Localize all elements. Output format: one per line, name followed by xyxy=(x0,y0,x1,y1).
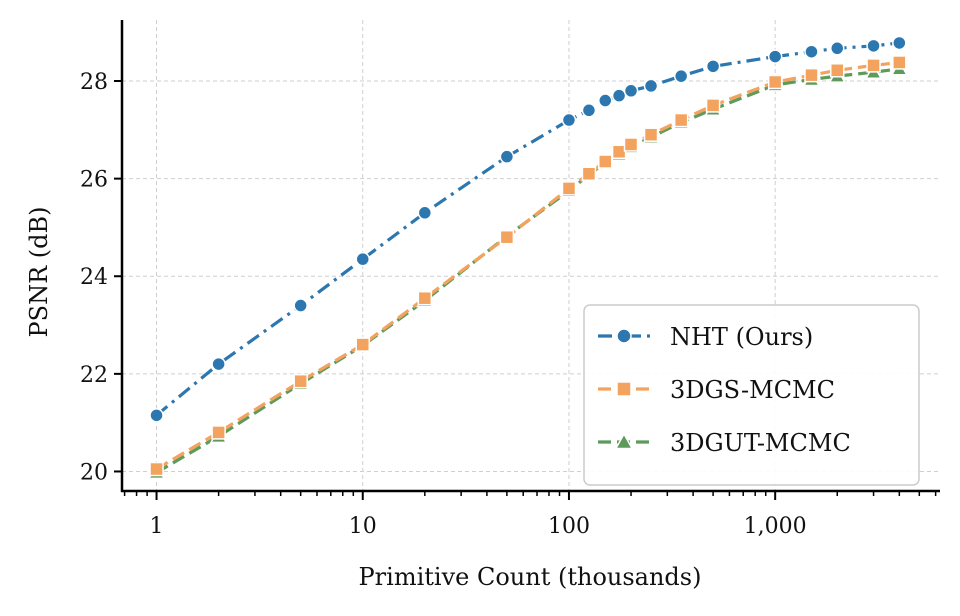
data-point xyxy=(293,298,308,313)
y-tick-label: 24 xyxy=(80,265,108,290)
x-tick-label: 1 xyxy=(150,514,164,539)
legend: NHT (Ours) 3DGS-MCMC 3DGUT-MCMC xyxy=(583,304,920,486)
data-point xyxy=(561,181,577,196)
data-point xyxy=(643,78,659,94)
data-point xyxy=(355,337,370,352)
data-point xyxy=(866,58,881,73)
data-point xyxy=(673,68,689,84)
axes: 1 10 100 1,000 20 22 24 26 28 xyxy=(80,20,940,539)
y-tick-label: 22 xyxy=(80,363,108,388)
data-point xyxy=(598,154,613,169)
legend-label: 3DGS-MCMC xyxy=(670,376,835,404)
data-point xyxy=(499,149,515,164)
legend-entry: NHT (Ours) xyxy=(598,323,813,351)
legend-label: NHT (Ours) xyxy=(670,323,813,351)
data-point xyxy=(355,251,370,267)
x-tick-label: 10 xyxy=(349,514,377,539)
data-point xyxy=(623,137,639,152)
data-point xyxy=(767,74,783,90)
y-tick-label: 20 xyxy=(80,460,108,485)
data-point xyxy=(499,229,515,245)
data-point xyxy=(211,425,226,440)
data-point xyxy=(829,41,845,56)
data-point xyxy=(598,93,613,108)
data-point xyxy=(623,83,639,99)
data-point xyxy=(417,205,433,221)
data-point xyxy=(767,49,783,64)
data-point xyxy=(149,461,164,477)
legend-entry: 3DGS-MCMC xyxy=(598,376,835,404)
data-point xyxy=(561,112,577,128)
y-axis-title: PSNR (dB) xyxy=(25,206,53,337)
data-point xyxy=(804,44,819,59)
data-point xyxy=(293,373,308,389)
x-tick-label: 100 xyxy=(548,514,590,539)
x-axis-title: Primitive Count (thousands) xyxy=(359,563,702,591)
data-point xyxy=(673,112,689,128)
data-point xyxy=(705,98,721,113)
y-tick-label: 26 xyxy=(80,168,108,193)
data-point xyxy=(211,356,226,372)
data-point xyxy=(705,59,721,74)
data-point xyxy=(149,408,164,423)
data-point xyxy=(829,63,845,78)
data-point xyxy=(892,35,907,51)
series-3dgs-mcmc xyxy=(149,55,907,477)
legend-box xyxy=(583,304,920,486)
data-point xyxy=(611,144,627,160)
data-point xyxy=(611,88,627,103)
data-point xyxy=(892,55,907,70)
y-tick-label: 28 xyxy=(80,70,108,95)
series-group xyxy=(147,35,909,480)
legend-label: 3DGUT-MCMC xyxy=(670,429,851,457)
legend-entry: 3DGUT-MCMC xyxy=(598,429,851,457)
data-point xyxy=(581,166,597,181)
data-point xyxy=(643,127,659,142)
data-point xyxy=(581,103,597,118)
data-point xyxy=(804,67,819,83)
x-tick-label: 1,000 xyxy=(744,514,807,539)
series-nht-ours xyxy=(149,35,907,423)
data-point xyxy=(866,38,881,54)
legend-marker xyxy=(616,328,632,344)
legend-marker xyxy=(614,432,634,450)
legend-marker xyxy=(616,381,632,397)
data-point xyxy=(417,290,433,306)
